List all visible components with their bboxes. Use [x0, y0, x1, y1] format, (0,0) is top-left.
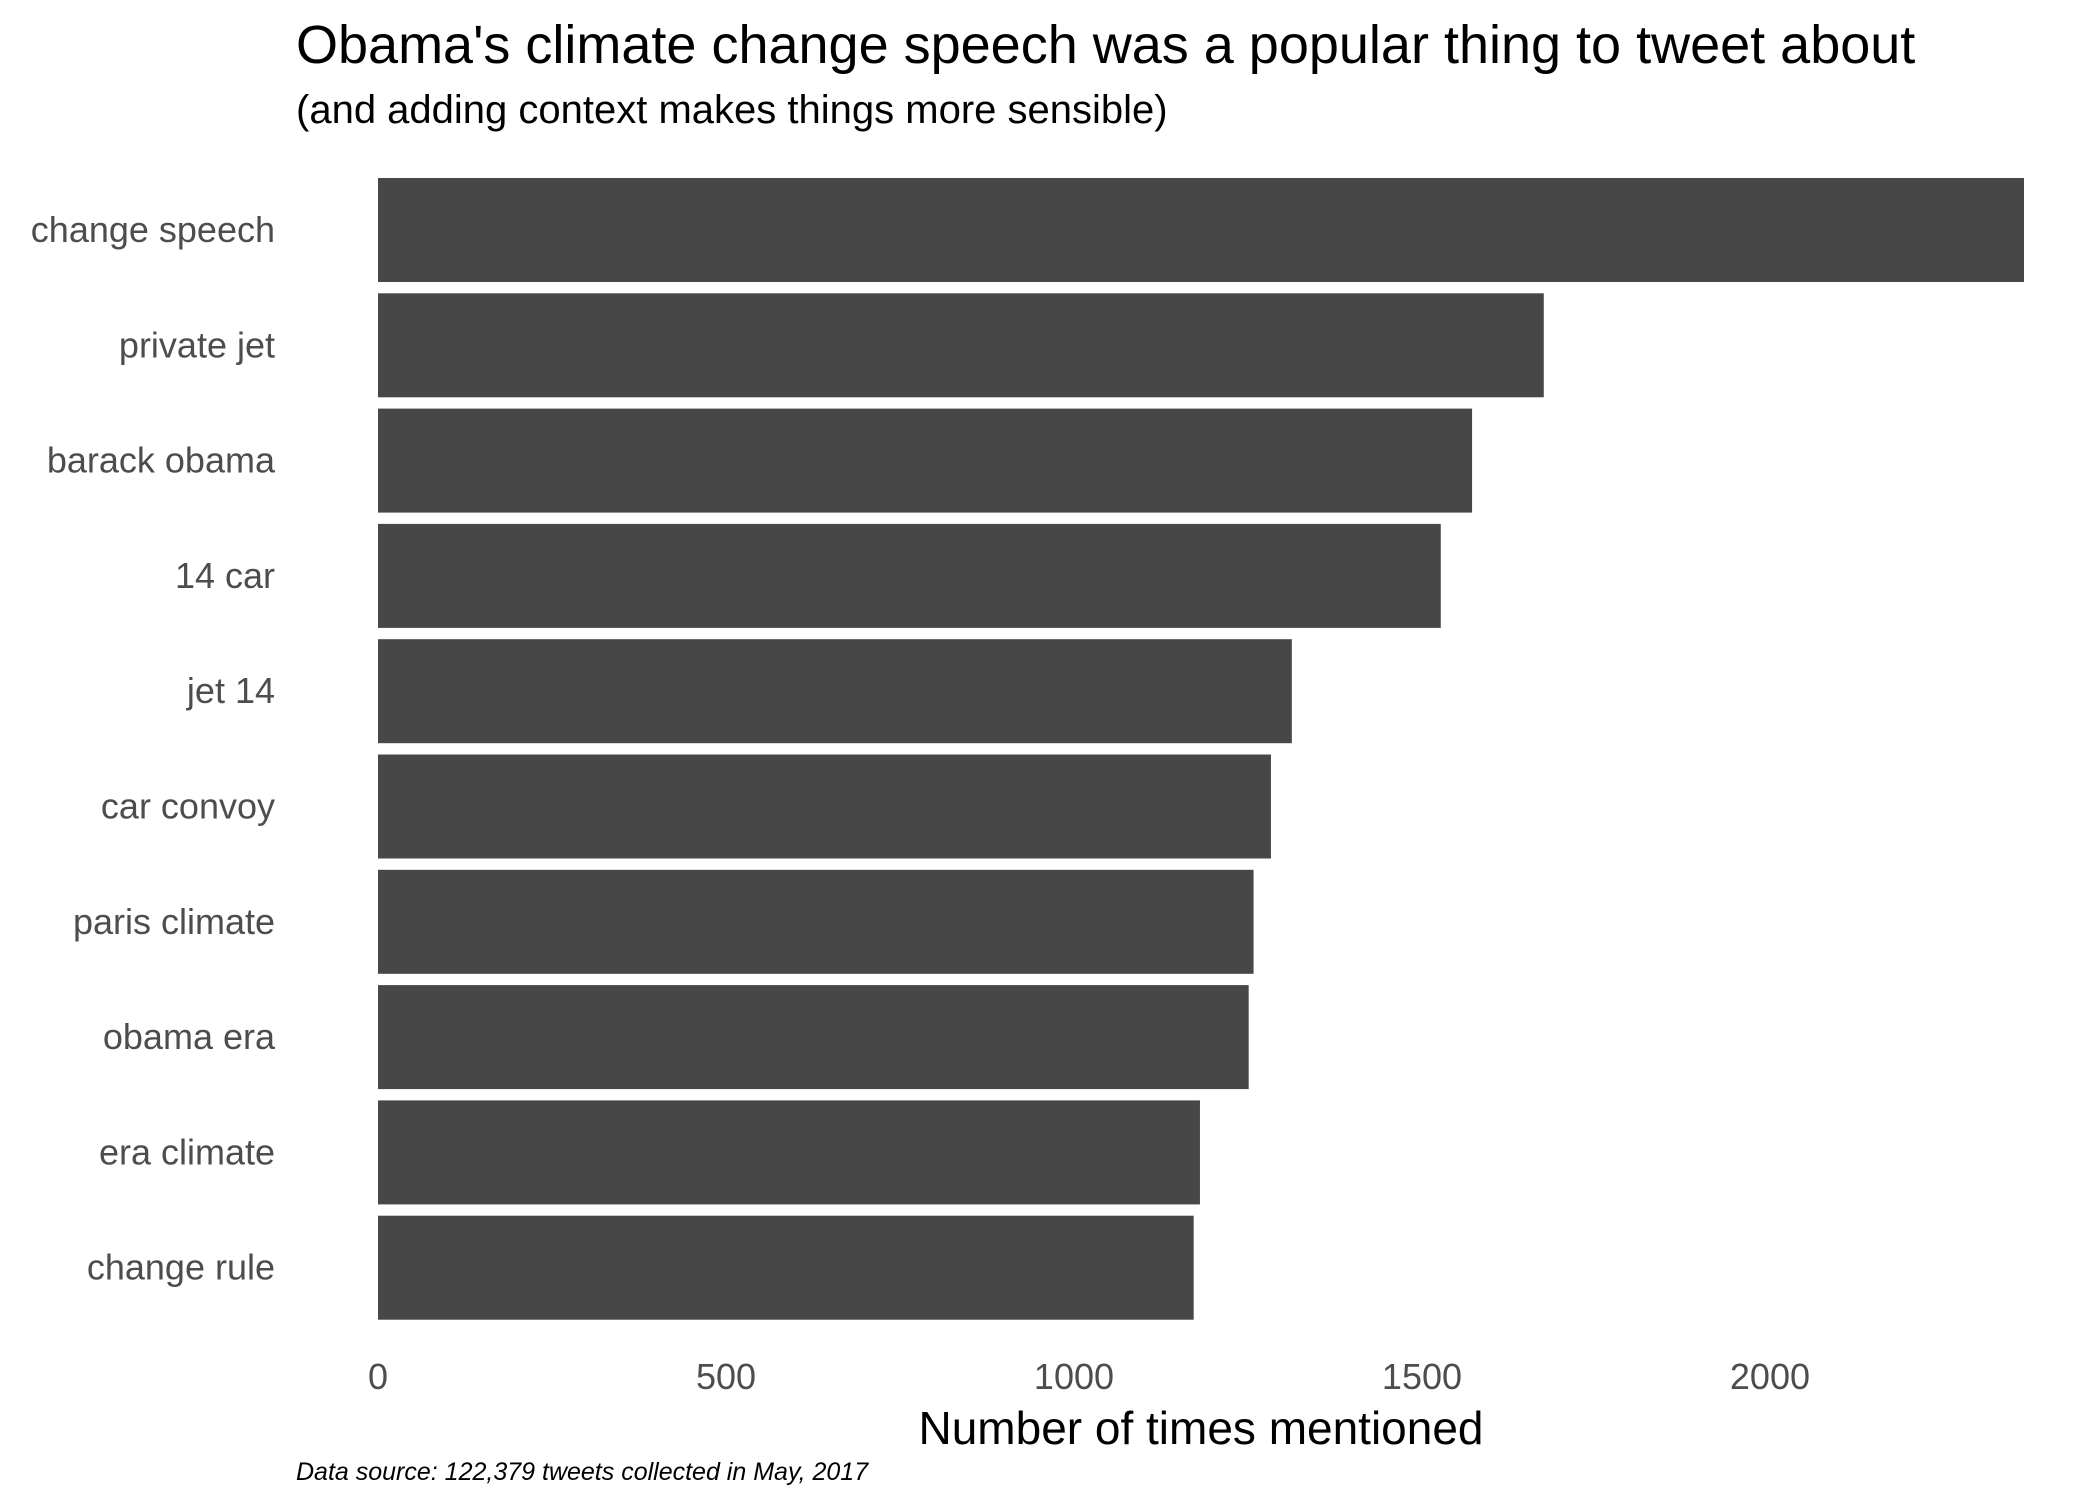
- x-tick-label: 0: [368, 1356, 388, 1397]
- category-label: era climate: [99, 1131, 275, 1172]
- category-label: change speech: [31, 209, 275, 250]
- bar: [378, 639, 1292, 744]
- category-label: private jet: [119, 324, 275, 365]
- bar: [378, 523, 1441, 628]
- category-label: paris climate: [73, 901, 275, 942]
- x-tick-labels: 0 500 1000 1500 2000: [368, 1356, 1810, 1397]
- category-label: 14 car: [175, 555, 275, 596]
- category-label: obama era: [103, 1016, 276, 1057]
- chart-title: Obama's climate change speech was a popu…: [296, 15, 1916, 75]
- bar: [378, 178, 2024, 282]
- x-tick-label: 1500: [1382, 1356, 1462, 1397]
- x-tick-label: 1000: [1034, 1356, 1114, 1397]
- bar: [378, 754, 1271, 859]
- bar: [378, 1100, 1200, 1205]
- bar: [378, 293, 1544, 398]
- category-label: car convoy: [101, 786, 275, 827]
- bar: [378, 1215, 1194, 1320]
- bar: [378, 869, 1254, 974]
- category-label: change rule: [87, 1247, 275, 1288]
- chart-subtitle: (and adding context makes things more se…: [296, 88, 1168, 132]
- x-tick-label: 500: [696, 1356, 756, 1397]
- x-tick-label: 2000: [1730, 1356, 1810, 1397]
- x-axis-title: Number of times mentioned: [918, 1402, 1483, 1454]
- bars-group: [378, 178, 2024, 1320]
- chart-caption: Data source: 122,379 tweets collected in…: [296, 1458, 869, 1486]
- bar: [378, 985, 1249, 1090]
- bar: [378, 408, 1473, 513]
- category-label: barack obama: [47, 440, 276, 481]
- category-labels: change speech private jet barack obama 14 c…: [31, 209, 276, 1288]
- category-label: jet 14: [186, 670, 275, 711]
